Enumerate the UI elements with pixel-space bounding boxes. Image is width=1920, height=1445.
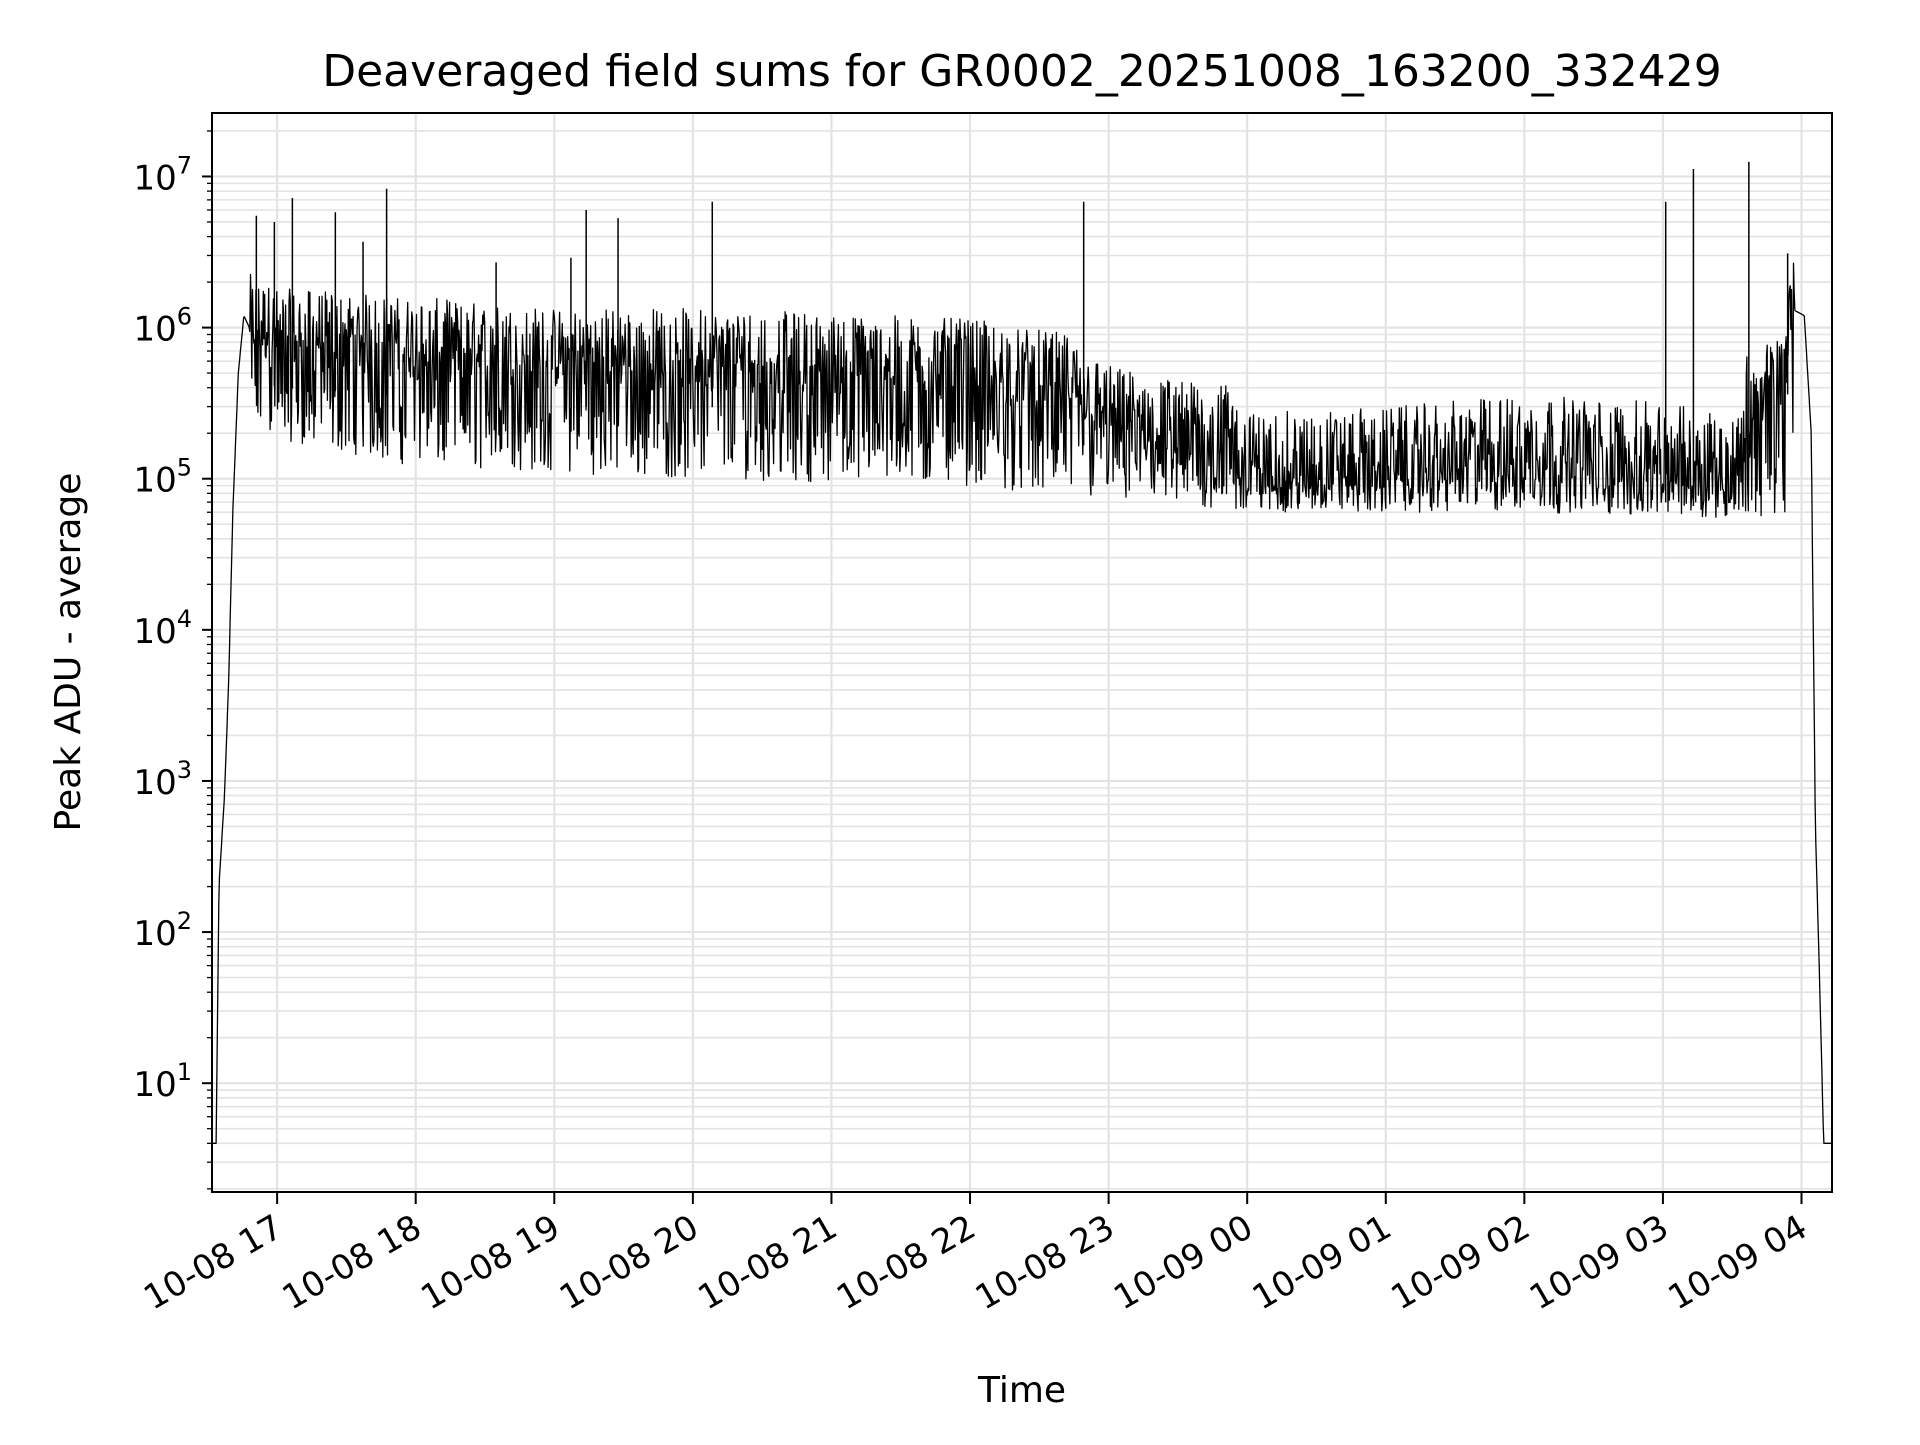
y-tick-label: 105 [133, 454, 192, 501]
y-tick-label: 107 [133, 151, 192, 198]
y-tick-base: 10 [133, 1065, 176, 1105]
y-tick-base: 10 [133, 612, 176, 652]
y-tick-label: 102 [133, 907, 192, 954]
x-axis-label: Time [977, 1370, 1066, 1411]
y-axis-label: Peak ADU - average [48, 473, 89, 832]
series-line [212, 262, 1832, 1144]
y-tick-base: 10 [133, 158, 176, 198]
y-tick-exponent: 4 [177, 605, 192, 633]
y-tick-base: 10 [133, 763, 176, 803]
y-tick-label: 103 [133, 756, 192, 803]
y-tick-exponent: 1 [177, 1058, 192, 1086]
y-tick-base: 10 [133, 461, 176, 501]
y-tick-exponent: 6 [177, 303, 192, 331]
y-tick-exponent: 3 [177, 756, 192, 784]
series-layer [212, 161, 1832, 1144]
chart-title: Deaveraged field sums for GR0002_2025100… [322, 46, 1722, 97]
y-tick-base: 10 [133, 310, 176, 350]
y-tick-label: 104 [133, 605, 192, 652]
y-tick-exponent: 5 [177, 454, 192, 482]
y-tick-label: 106 [133, 303, 192, 350]
grid-lines [212, 113, 1832, 1192]
y-tick-label: 101 [133, 1058, 192, 1105]
y-tick-exponent: 7 [177, 151, 192, 179]
y-tick-exponent: 2 [177, 907, 192, 935]
plot-frame [211, 112, 1833, 1193]
y-tick-base: 10 [133, 914, 176, 954]
